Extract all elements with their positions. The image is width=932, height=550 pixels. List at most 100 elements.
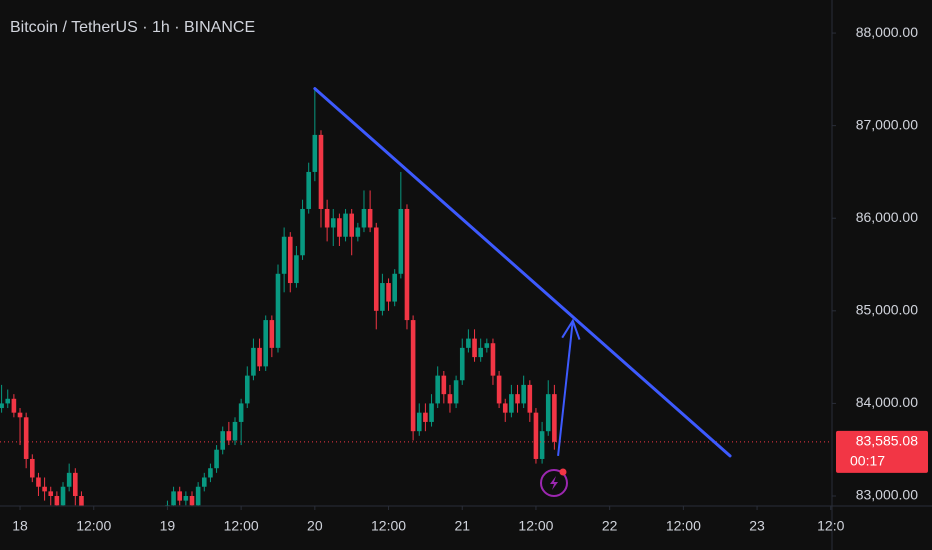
y-tick-label: 87,000.00 bbox=[856, 116, 918, 132]
candle-body bbox=[324, 208, 330, 228]
candle-body bbox=[0, 403, 4, 409]
arrow-head bbox=[561, 318, 581, 340]
candle-body bbox=[214, 449, 219, 469]
candle-body bbox=[392, 273, 397, 302]
candle-body bbox=[226, 431, 232, 441]
candle-body bbox=[251, 347, 256, 376]
candle-body bbox=[208, 468, 213, 478]
candle-body bbox=[238, 403, 244, 422]
candle-body bbox=[515, 394, 520, 404]
candle-body bbox=[220, 431, 226, 450]
candle-body bbox=[294, 255, 299, 284]
candle-body bbox=[447, 394, 453, 404]
candle-body bbox=[183, 496, 189, 501]
candle-body bbox=[23, 417, 29, 459]
candle-body bbox=[380, 283, 385, 311]
candle-body bbox=[66, 472, 72, 487]
x-tick-label: 18 bbox=[12, 518, 28, 534]
candle-body bbox=[330, 218, 336, 228]
candle-body bbox=[484, 343, 490, 348]
x-tick-label: 21 bbox=[454, 518, 470, 534]
candle-body bbox=[232, 421, 238, 441]
alert-icon[interactable] bbox=[540, 468, 568, 497]
candle-body bbox=[355, 227, 361, 237]
candle-body bbox=[453, 380, 459, 404]
candle-body bbox=[134, 533, 139, 542]
candle-body bbox=[281, 236, 287, 274]
candle-body bbox=[441, 375, 447, 395]
candle-body bbox=[435, 375, 440, 404]
candle-body bbox=[153, 524, 158, 529]
candle-body bbox=[177, 491, 183, 501]
candle-body bbox=[110, 538, 115, 547]
candle-body bbox=[539, 431, 545, 459]
candle-body bbox=[11, 398, 17, 413]
last-price-badge bbox=[836, 430, 928, 473]
candle-body bbox=[478, 347, 483, 358]
y-tick-label: 85,000.00 bbox=[856, 302, 918, 318]
arrow-shaft bbox=[557, 320, 574, 457]
candle-body bbox=[54, 496, 60, 506]
candle-body bbox=[244, 375, 250, 404]
x-tick-label: 12:00 bbox=[224, 518, 259, 534]
candle-body bbox=[423, 412, 428, 422]
candle-body bbox=[257, 347, 262, 367]
candle-body bbox=[373, 227, 379, 311]
trendline bbox=[313, 87, 732, 458]
candle-body bbox=[201, 477, 207, 487]
candle-body bbox=[429, 403, 434, 422]
countdown-label: 00:17 bbox=[850, 453, 885, 469]
candle-body bbox=[367, 208, 373, 228]
candle-body bbox=[312, 134, 318, 172]
x-tick-label: 19 bbox=[160, 518, 176, 534]
candle-body bbox=[171, 491, 176, 506]
candle-body bbox=[141, 533, 146, 538]
candle-body bbox=[98, 542, 103, 550]
plot-area bbox=[0, 87, 832, 550]
candle-body bbox=[189, 496, 195, 506]
x-tick-label: 23 bbox=[749, 518, 765, 534]
candle-body bbox=[306, 171, 311, 209]
y-tick-label: 88,000.00 bbox=[856, 24, 918, 40]
candle-body bbox=[300, 208, 305, 256]
candle-body bbox=[527, 384, 533, 413]
candle-body bbox=[349, 213, 354, 237]
x-tick-label: 12:00 bbox=[76, 518, 111, 534]
candle-body bbox=[459, 347, 465, 381]
candle-body bbox=[410, 320, 416, 432]
candle-body bbox=[509, 394, 514, 413]
candle-body bbox=[386, 283, 391, 302]
candle-body bbox=[466, 338, 471, 348]
candle-body bbox=[502, 403, 508, 413]
x-tick-label: 12:0 bbox=[817, 518, 844, 534]
x-tick-label: 12:00 bbox=[666, 518, 701, 534]
candle-body bbox=[42, 486, 47, 492]
candle-body bbox=[36, 477, 41, 487]
candle-body bbox=[533, 412, 539, 459]
candle-body bbox=[195, 486, 201, 506]
candle-body bbox=[5, 398, 11, 404]
candle-body bbox=[48, 491, 54, 497]
candle-body bbox=[416, 412, 422, 432]
candle-body bbox=[263, 320, 269, 367]
candle-body bbox=[275, 273, 281, 348]
candle-body bbox=[361, 208, 367, 228]
candle-body bbox=[269, 320, 275, 348]
x-tick-label: 12:00 bbox=[518, 518, 553, 534]
x-tick-label: 12:00 bbox=[371, 518, 406, 534]
candle-body bbox=[490, 343, 496, 376]
candle-body bbox=[472, 338, 477, 358]
candle-body bbox=[60, 486, 66, 506]
candle-body bbox=[128, 542, 133, 550]
candle-body bbox=[398, 208, 404, 274]
x-tick-label: 22 bbox=[602, 518, 618, 534]
candle-body bbox=[496, 375, 502, 404]
candle-body bbox=[104, 538, 109, 550]
candle-body bbox=[287, 236, 293, 284]
y-tick-label: 83,000.00 bbox=[856, 487, 918, 503]
x-tick-label: 20 bbox=[307, 518, 323, 534]
last-price-label: 83,585.08 bbox=[856, 433, 918, 449]
candle-body bbox=[337, 218, 342, 237]
candle-body bbox=[30, 458, 35, 478]
candle-body bbox=[79, 496, 84, 506]
